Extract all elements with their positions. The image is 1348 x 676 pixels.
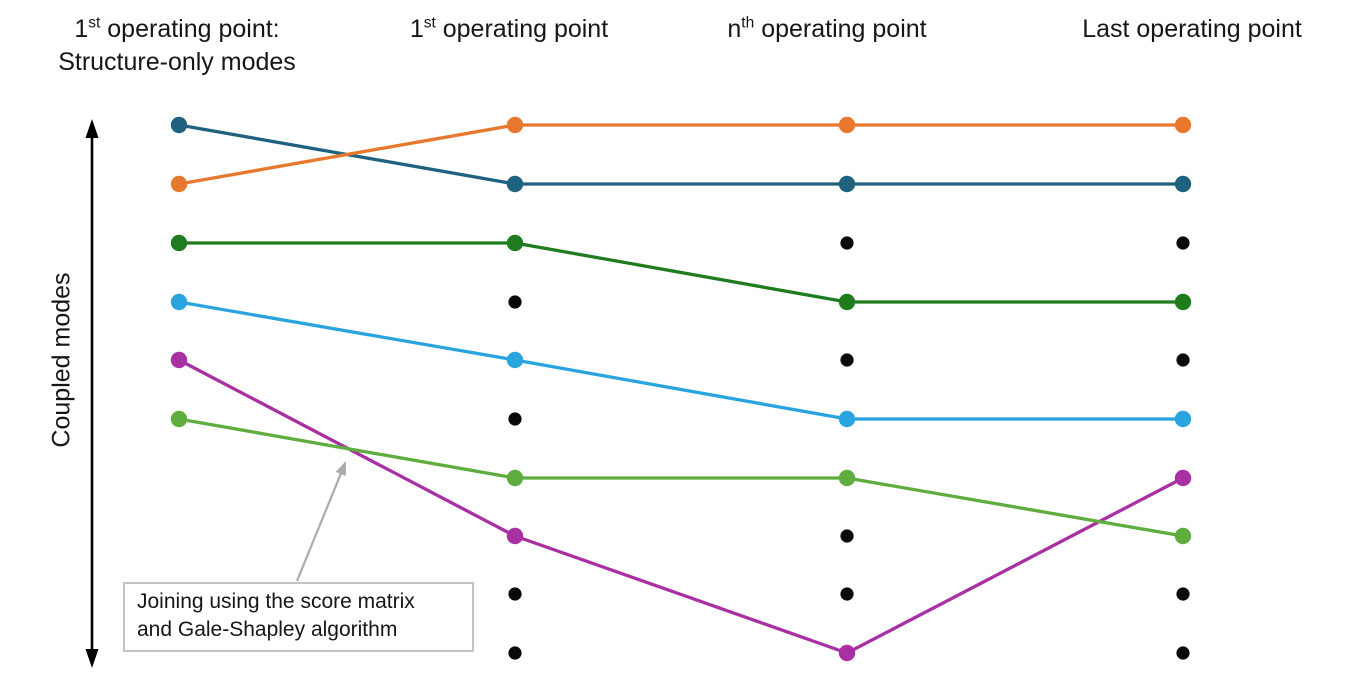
unmatched-mode-dot-col3 (840, 529, 854, 543)
magenta-mode-dot-col4 (1174, 469, 1192, 487)
coupled-modes-axis-arrowhead-bottom (85, 649, 99, 668)
unmatched-mode-dot-col3 (840, 236, 854, 250)
header-nth-op: nth operating point (727, 14, 927, 43)
header-line1: 1st operating point: (74, 14, 280, 43)
unmatched-mode-dot-col4 (1176, 646, 1190, 660)
dark-blue-mode-dot-col1 (170, 116, 188, 134)
annotation-box: Joining using the score matrix and Gale-… (123, 582, 474, 652)
dark-green-mode-dot-col2 (506, 234, 524, 252)
annotation-arrowhead (335, 461, 346, 477)
dark-green-mode-dot-col4 (1174, 293, 1192, 311)
light-blue-mode-dot-col4 (1174, 410, 1192, 428)
dark-green-mode-line (179, 241, 1183, 304)
orange-mode-dot-col2 (506, 116, 524, 134)
green-mode-dot-col3 (838, 469, 856, 487)
dark-green-mode-dot-col1 (170, 234, 188, 252)
light-blue-mode-dot-col3 (838, 410, 856, 428)
dark-green-mode-dot-col3 (838, 293, 856, 311)
orange-mode-dot-col3 (838, 116, 856, 134)
header-last-op: Last operating point (1082, 15, 1302, 43)
annotation-text-line2: and Gale-Shapley algorithm (137, 618, 398, 641)
header-first-op: 1st operating point (409, 14, 609, 43)
unmatched-mode-dot-col2 (508, 295, 522, 309)
magenta-mode-dot-col2 (506, 527, 524, 545)
green-mode-dot-col4 (1174, 527, 1192, 545)
dark-blue-mode-dot-col4 (1174, 175, 1192, 193)
unmatched-mode-dot-col3 (840, 587, 854, 601)
magenta-mode-dot-col3 (838, 644, 856, 662)
unmatched-mode-dot-col4 (1176, 236, 1190, 250)
green-mode-line (178, 417, 1184, 538)
orange-mode-line (178, 123, 1183, 186)
unmatched-mode-dot-col2 (508, 412, 522, 426)
coupled-modes-axis-arrowhead-top (85, 119, 99, 138)
dark-blue-mode-line (178, 123, 1183, 186)
unmatched-mode-dot-col2 (508, 646, 522, 660)
dark-blue-mode-dot-col2 (506, 175, 524, 193)
light-blue-mode-dot-col2 (506, 351, 524, 369)
unmatched-mode-dot-col3 (840, 353, 854, 367)
annotation-text-line1: Joining using the score matrix (137, 590, 415, 613)
unmatched-mode-dot-col4 (1176, 353, 1190, 367)
light-blue-mode-line (178, 300, 1183, 421)
green-mode-dot-col2 (506, 469, 524, 487)
header-line2: Structure-only modes (58, 48, 296, 76)
green-mode-dot-col1 (170, 410, 188, 428)
annotation-arrow-shaft (295, 471, 343, 582)
unmatched-mode-dot-col4 (1176, 587, 1190, 601)
orange-mode-dot-col1 (170, 175, 188, 193)
orange-mode-dot-col4 (1174, 116, 1192, 134)
header-first-op-structure-only: 1st operating point: Structure-only mode… (58, 13, 296, 79)
magenta-mode-dot-col1 (170, 351, 188, 369)
dark-blue-mode-dot-col3 (838, 175, 856, 193)
light-blue-mode-dot-col1 (170, 293, 188, 311)
unmatched-mode-dot-col2 (508, 587, 522, 601)
